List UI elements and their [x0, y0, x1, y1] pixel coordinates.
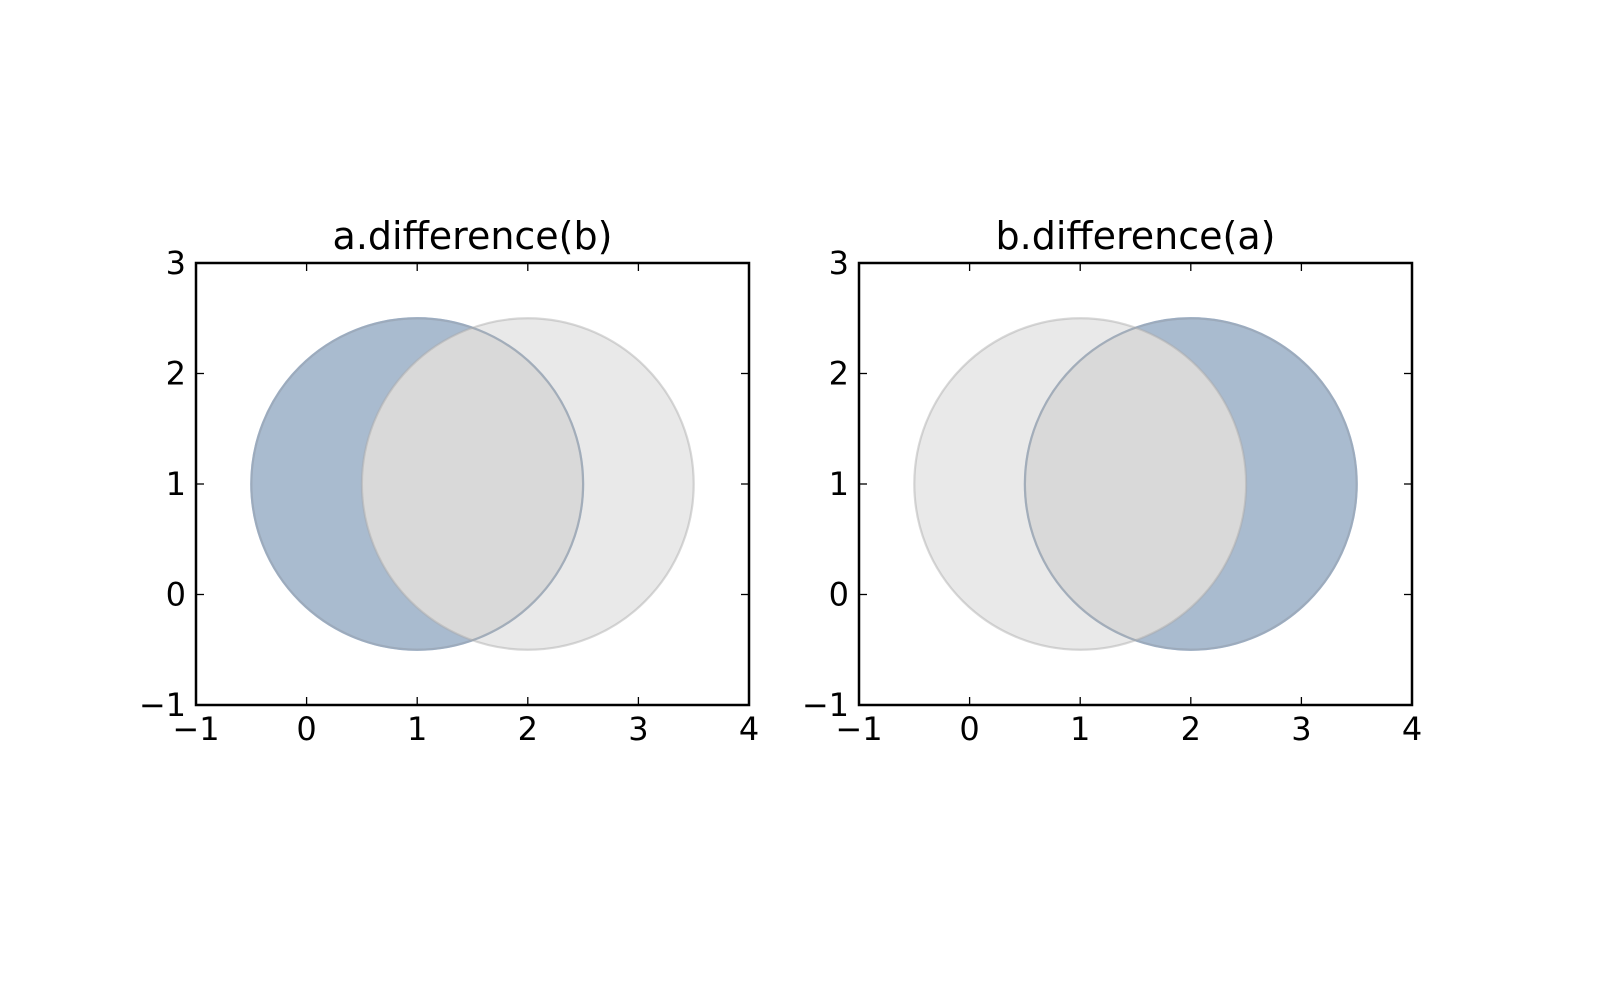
difference-region-b: [1024, 318, 1357, 650]
chart-title: a.difference(b): [333, 214, 613, 258]
x-tick-label: 1: [407, 710, 427, 748]
y-tick-label: 2: [829, 355, 849, 393]
x-tick-label: 4: [1402, 710, 1422, 748]
x-tick-label: 1: [1070, 710, 1090, 748]
circle-b: [360, 317, 695, 651]
x-tick-label: 4: [739, 710, 759, 748]
subplot-b-difference-a: −1 0 1 2 3 4 −1 0 1 2 3 b.difference(a): [802, 214, 1422, 748]
y-tick-label: 3: [166, 244, 186, 282]
x-tick-label: 0: [959, 710, 979, 748]
subplot-a-difference-b: −1 0 1 2 3 4 −1 0 1 2 3 a.difference(b): [139, 214, 759, 748]
x-tick-label: 2: [518, 710, 538, 748]
y-tick-label: −1: [139, 686, 186, 724]
y-tick-label: −1: [802, 686, 849, 724]
chart-title: b.difference(a): [996, 214, 1276, 258]
y-tick-label: 1: [166, 465, 186, 503]
x-tick-label: 3: [1291, 710, 1311, 748]
y-tick-label: 1: [829, 465, 849, 503]
y-tick-label: 0: [166, 576, 186, 614]
y-tick-label: 3: [829, 244, 849, 282]
x-tick-label: 0: [296, 710, 316, 748]
x-tick-label: 2: [1181, 710, 1201, 748]
circle-a: [913, 317, 1248, 651]
y-tick-label: 0: [829, 576, 849, 614]
circle-a: [250, 317, 585, 651]
difference-region-a: [251, 318, 584, 650]
circle-b-outline: [1023, 317, 1358, 651]
x-tick-label: 3: [628, 710, 648, 748]
x-tick-label: −1: [172, 710, 219, 748]
circle-a-outline: [250, 317, 585, 651]
x-tick-label: −1: [835, 710, 882, 748]
circle-b: [1023, 317, 1358, 651]
y-tick-label: 2: [166, 355, 186, 393]
